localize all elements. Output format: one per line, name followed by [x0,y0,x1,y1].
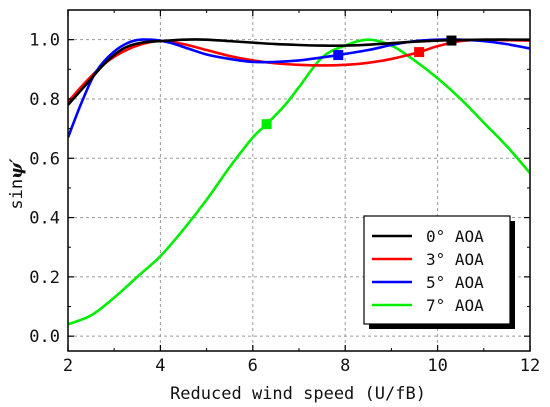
x-tick-label: 12 [520,356,540,376]
x-axis-title: Reduced wind speed (U/fB) [170,384,426,404]
series-marker-7-aoa [261,119,272,130]
x-tick-label: 10 [427,356,447,376]
series-layer [68,35,530,326]
y-tick-label: 0.4 [29,209,60,229]
series-line-0-aoa [68,38,530,106]
legend-label-5-aoa: 5° AOA [426,273,484,292]
series-line-3-aoa [68,38,530,103]
y-tick-label: 0.2 [29,268,60,288]
y-tick-label: 0.6 [29,149,60,169]
legend-label-3-aoa: 3° AOA [426,250,484,269]
series-line-7-aoa [68,38,530,326]
x-tick-label: 8 [340,356,350,376]
legend: 0° AOA 3° AOA 5° AOA 7° AOA [363,215,515,329]
series-marker-5-aoa [333,50,344,61]
axis-labels: 2 4 6 8 10 12 0.0 0.2 0.4 0.6 0.8 1.0 [29,31,540,376]
y-tick-label: 0.8 [29,90,60,110]
legend-label-0-aoa: 0° AOA [426,227,484,246]
series-marker-0-aoa [446,35,457,46]
y-tick-label: 1.0 [29,31,60,51]
y-axis-title-prefix: sin [7,179,27,210]
x-tick-label: 6 [248,356,258,376]
x-tick-label: 2 [63,356,73,376]
legend-label-7-aoa: 7° AOA [426,296,484,315]
x-tick-label: 4 [155,356,165,376]
y-tick-label: 0.0 [29,327,60,347]
axis-ticks [67,9,531,351]
y-axis-title-symbol: ψ′ [7,158,27,179]
series-marker-3-aoa [414,47,425,58]
y-axis-title: sinψ′ [7,158,27,210]
